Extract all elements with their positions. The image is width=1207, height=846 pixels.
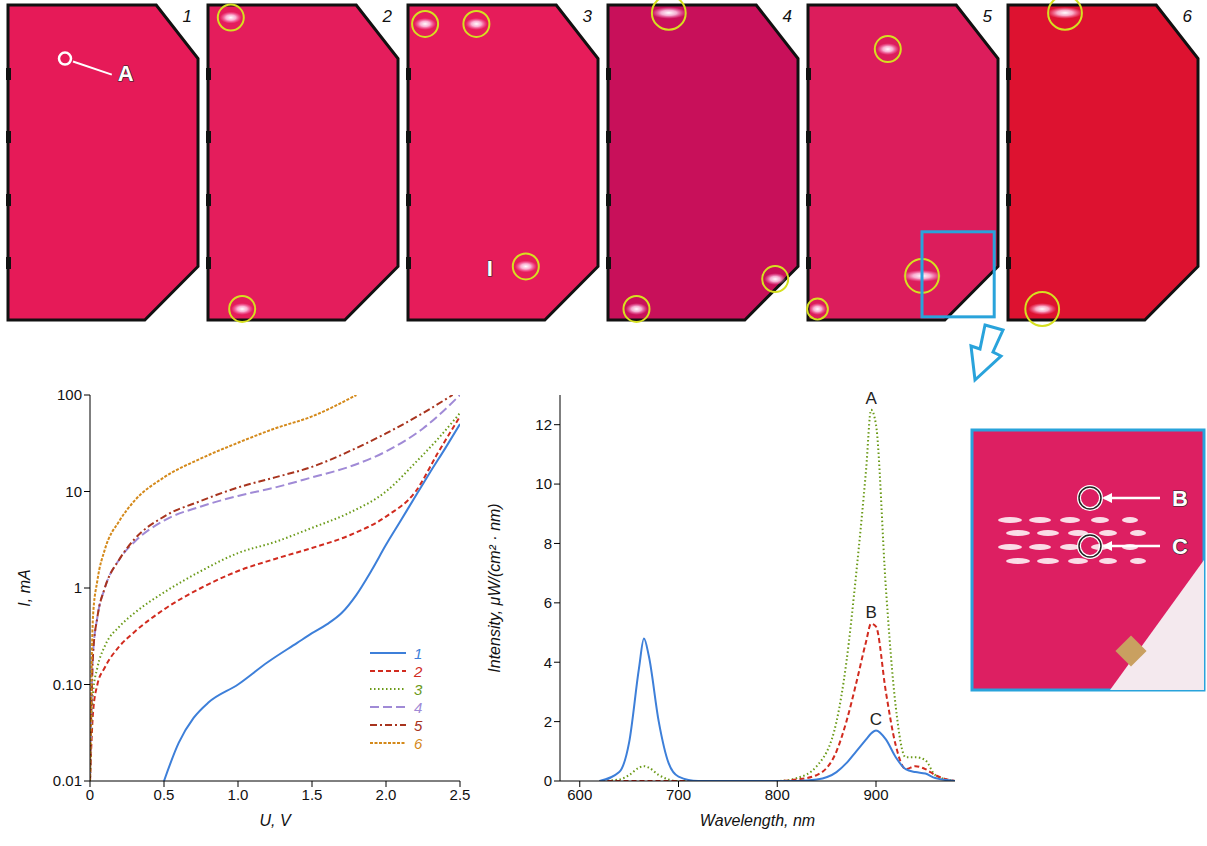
svg-text:2.0: 2.0 [376, 786, 397, 803]
svg-text:0.10: 0.10 [53, 676, 82, 693]
svg-text:2.5: 2.5 [450, 786, 471, 803]
svg-text:2: 2 [382, 7, 393, 26]
svg-text:A: A [118, 61, 134, 86]
svg-text:A: A [865, 389, 877, 408]
svg-text:Intensity, μW/(cm² · nm): Intensity, μW/(cm² · nm) [486, 503, 503, 672]
svg-text:B: B [1172, 486, 1188, 511]
html-text:5: 5 [414, 716, 423, 734]
svg-text:Wavelength, nm: Wavelength, nm [700, 812, 815, 829]
svg-text:1: 1 [74, 579, 82, 596]
svg-text:I: I [487, 256, 493, 281]
html-text:4: 4 [414, 698, 423, 716]
svg-text:U, V: U, V [259, 812, 291, 829]
svg-text:I, mA: I, mA [16, 569, 33, 606]
svg-text:10: 10 [65, 483, 82, 500]
svg-text:10: 10 [535, 475, 552, 492]
svg-text:4: 4 [544, 654, 552, 671]
html-text:2: 2 [414, 662, 423, 680]
svg-text:0: 0 [86, 786, 94, 803]
svg-text:600: 600 [567, 786, 592, 803]
html-text:3: 3 [414, 680, 423, 698]
svg-text:1: 1 [183, 7, 192, 26]
svg-text:8: 8 [544, 535, 552, 552]
html-text:6: 6 [414, 734, 423, 752]
svg-text:4: 4 [783, 7, 792, 26]
svg-text:C: C [870, 710, 882, 729]
svg-text:3: 3 [583, 7, 593, 26]
svg-text:0: 0 [544, 772, 552, 789]
svg-text:12: 12 [535, 416, 552, 433]
svg-text:900: 900 [863, 786, 888, 803]
svg-text:6: 6 [544, 594, 552, 611]
svg-text:800: 800 [765, 786, 790, 803]
svg-text:1.0: 1.0 [228, 786, 249, 803]
svg-text:1.5: 1.5 [302, 786, 323, 803]
svg-text:B: B [865, 603, 876, 622]
svg-text:C: C [1172, 534, 1188, 559]
svg-text:0.5: 0.5 [154, 786, 175, 803]
svg-text:0.01: 0.01 [53, 772, 82, 789]
svg-text:700: 700 [666, 786, 691, 803]
html-text:1: 1 [414, 644, 423, 662]
svg-text:5: 5 [983, 7, 993, 26]
svg-text:6: 6 [1183, 7, 1193, 26]
svg-text:2: 2 [544, 713, 552, 730]
svg-text:100: 100 [57, 386, 82, 403]
